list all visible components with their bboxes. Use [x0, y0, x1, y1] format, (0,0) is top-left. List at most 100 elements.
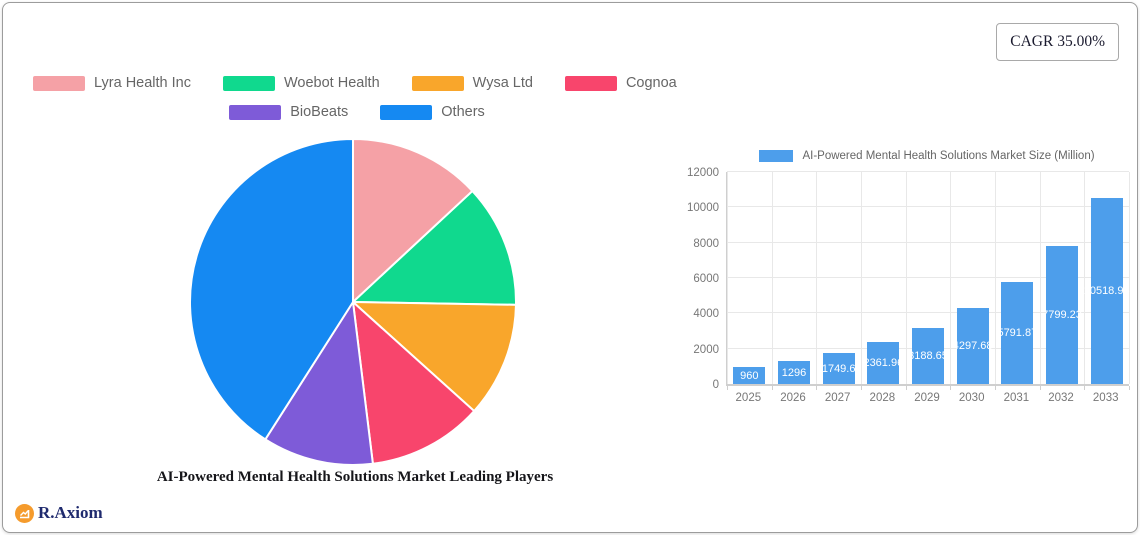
pie-slice-biobeats: [263, 299, 375, 466]
bar-2032: 7799.23: [1042, 246, 1082, 384]
legend-label: Wysa Ltd: [472, 75, 533, 91]
bar-column: 5791.87: [995, 172, 1040, 384]
bar-2033: 10518.96: [1084, 198, 1130, 384]
pie-legend-item-lyra-health-inc[interactable]: Lyra Health Inc: [33, 75, 191, 91]
x-axis-labels: 2025 2026 2027 2028 2029 2030 2031 2032 2033: [726, 392, 1128, 404]
bar-column: 7799.23: [1040, 172, 1085, 384]
legend-swatch: [229, 104, 282, 120]
bar-value-label: 960: [740, 369, 759, 382]
pie-legend-item-others[interactable]: Others: [380, 104, 485, 120]
x-axis-tick: [950, 386, 952, 390]
x-tick-label: 2031: [1003, 392, 1030, 404]
x-axis-tick: [995, 386, 996, 390]
pie-legend-row-2: BioBeats Others: [33, 104, 681, 120]
x-tick-label: 2030: [958, 392, 985, 404]
bar-column: 1296: [772, 172, 817, 384]
v-gridline: [950, 172, 952, 384]
x-axis-tick: [816, 386, 818, 390]
y-tick-label: 2000: [693, 343, 719, 356]
legend-label: Cognoa: [625, 75, 677, 91]
x-axis-tick: [771, 386, 773, 390]
pie-slice-cognoa: [351, 299, 476, 465]
bar-value-label: 5791.87: [997, 326, 1038, 339]
x-tick-label: 2026: [780, 392, 806, 404]
x-tick-label: 2032: [1048, 392, 1074, 404]
bar-column: 960: [727, 172, 772, 384]
bar-2026: 1296: [777, 361, 810, 384]
pie-chart-title: AI-Powered Mental Health Solutions Marke…: [156, 469, 554, 485]
h-gridline: [727, 171, 1129, 172]
pie-slice-wysa-ltd: [350, 300, 517, 413]
h-gridline: [727, 206, 1129, 208]
legend-swatch: [411, 75, 464, 91]
legend-swatch: [33, 75, 85, 91]
bar-value-label: 1296: [781, 366, 807, 379]
bar-2028: 2361.96: [863, 342, 903, 384]
bar-2025: 960: [733, 367, 766, 384]
legend-swatch: [222, 75, 275, 91]
legend-label: Others: [441, 104, 485, 120]
pie-chart: [186, 135, 520, 469]
x-axis-tick: [905, 386, 907, 390]
bar-column: 4297.68: [950, 172, 995, 384]
x-axis-tick: [1084, 386, 1086, 390]
pie-svg: [189, 137, 517, 466]
cagr-badge: CAGR 35.00%: [996, 23, 1119, 61]
bar-plot: 960 1296 1749.6 2361.96 3188.65 4297.68 5791.8…: [726, 171, 1130, 390]
pie-legend-row-1: Lyra Health Inc Woebot Health Wysa Ltd Cogn…: [33, 75, 681, 91]
h-gridline: [727, 312, 1129, 314]
legend-swatch: [380, 104, 433, 120]
legend-label: Lyra Health Inc: [94, 75, 191, 91]
v-gridline: [727, 172, 728, 384]
chart-growth-icon: [15, 503, 34, 523]
bar-column: 10518.96: [1084, 172, 1130, 384]
h-gridline: [727, 241, 1129, 243]
bar-value-label: 4297.68: [952, 340, 993, 353]
bar-value-label: 3188.65: [908, 349, 948, 362]
bar-legend-swatch: [759, 150, 794, 162]
bar-chart-legend[interactable]: AI-Powered Mental Health Solutions Marke…: [726, 150, 1128, 162]
y-tick-label: 0: [712, 379, 719, 391]
x-tick-label: 2029: [914, 392, 940, 404]
y-tick-label: 6000: [693, 273, 719, 285]
pie-legend: Lyra Health Inc Woebot Health Wysa Ltd Cogn…: [33, 75, 681, 133]
v-gridline: [995, 172, 996, 384]
pie-legend-item-cognoa[interactable]: Cognoa: [564, 75, 677, 91]
v-gridline: [861, 172, 862, 384]
bar-column: 3188.65: [906, 172, 951, 384]
legend-label: Woebot Health: [283, 75, 380, 91]
x-axis-tick: [727, 386, 728, 390]
pie-legend-item-woebot-health[interactable]: Woebot Health: [222, 75, 380, 91]
x-tick-label: 2028: [869, 392, 896, 404]
pie-legend-item-biobeats[interactable]: BioBeats: [229, 104, 348, 120]
y-tick-label: 8000: [693, 237, 719, 250]
bar-2029: 3188.65: [908, 327, 948, 384]
bar-value-label: 7799.23: [1042, 309, 1082, 322]
x-tick-label: 2033: [1092, 392, 1119, 404]
x-tick-label: 2025: [735, 392, 762, 404]
legend-label: BioBeats: [290, 104, 349, 120]
v-gridline: [1039, 172, 1041, 384]
legend-swatch: [564, 75, 617, 91]
bar-column: 2361.96: [861, 172, 906, 384]
bar-2030: 4297.68: [953, 308, 993, 384]
pie-slice-lyra-health-inc: [352, 137, 474, 305]
brand-logo-text: R.Axiom: [38, 503, 103, 522]
pie-legend-item-wysa-ltd[interactable]: Wysa Ltd: [411, 75, 533, 91]
bar-value-label: 10518.96: [1083, 285, 1130, 298]
x-axis-tick: [1129, 386, 1130, 390]
y-tick-label: 4000: [693, 308, 719, 321]
v-gridline: [771, 172, 773, 384]
brand-logo: R.Axiom: [15, 503, 103, 523]
h-gridline: [727, 277, 1129, 278]
v-gridline: [1129, 172, 1130, 384]
bar-legend-label: AI-Powered Mental Health Solutions Marke…: [802, 150, 1095, 162]
pie-slice-others: [189, 137, 354, 441]
y-axis-labels: 0 2000 4000 6000 8000 10000 12000: [643, 167, 719, 391]
bar-column: 1749.6: [816, 172, 861, 384]
bar-2027: 1749.6: [822, 353, 855, 384]
v-gridline: [905, 172, 907, 384]
x-tick-label: 2027: [824, 392, 851, 404]
pie-slice-woebot-health: [350, 189, 517, 306]
